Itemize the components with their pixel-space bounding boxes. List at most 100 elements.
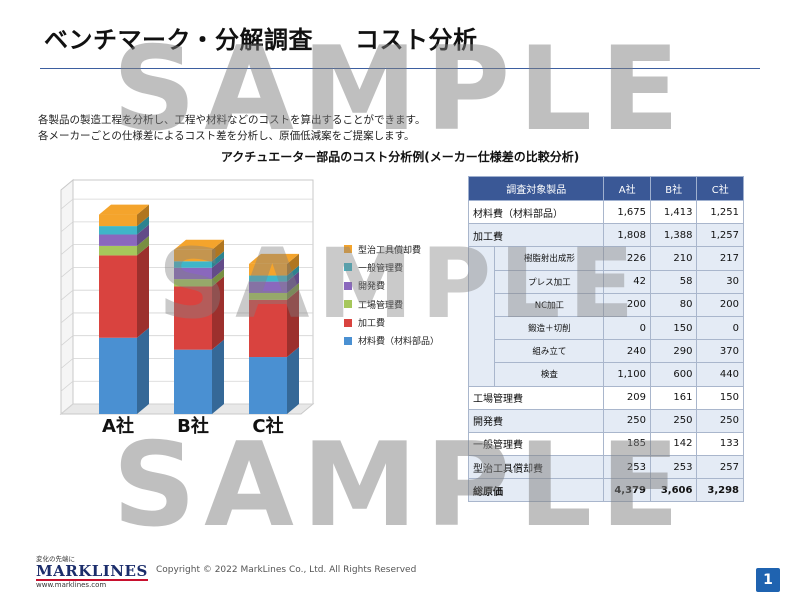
- bar-segment-front: [99, 337, 137, 414]
- legend-item: 工場管理費: [344, 295, 439, 313]
- table-cell: 200: [696, 292, 744, 317]
- table-cell: 250: [603, 408, 651, 433]
- bar-segment-front: [174, 249, 212, 262]
- table-row-label: 樹脂射出成形: [494, 246, 605, 271]
- bar-segment-front: [99, 214, 137, 227]
- table-cell: 250: [649, 408, 698, 433]
- bar-segment-front: [99, 255, 137, 338]
- table-row-label: NC加工: [494, 292, 605, 317]
- table-row: NC加工 200 80 200: [469, 292, 744, 317]
- table-row: 加工費 1,808 1,388 1,257: [467, 223, 744, 248]
- bar-segment-front: [249, 357, 287, 414]
- table-cell: 161: [649, 385, 698, 410]
- table-cell: 1,808: [603, 223, 651, 248]
- legend-item: 型治工具償却費: [344, 240, 439, 258]
- table-cell: 253: [603, 455, 651, 480]
- table-cell: 80: [649, 292, 698, 317]
- table-cell: 226: [603, 246, 651, 271]
- bar-segment-side: [137, 235, 149, 256]
- bar-segment-front: [249, 299, 287, 358]
- legend-label: 加工費: [358, 319, 386, 330]
- bar-segment-side: [212, 276, 224, 350]
- table-row-label: 一般管理費: [467, 431, 605, 457]
- table-row-label: 材料費（材料部品）: [467, 199, 605, 225]
- table-row-label: プレス加工: [494, 269, 605, 294]
- bar-segment-front: [249, 263, 287, 276]
- table-cell: 1,388: [649, 223, 698, 248]
- description-line: 各メーカーごとの仕様差によるコスト差を分析し、原価低減案をご提案します。: [38, 130, 415, 142]
- bar-segment-side: [287, 282, 299, 300]
- stacked-bar-chart: A社 B社 C社: [59, 178, 315, 437]
- table-cell: 1,251: [696, 199, 744, 225]
- logo-name: MARKLINES: [36, 562, 148, 581]
- table-cell: 200: [603, 292, 651, 317]
- bar-segment-front: [174, 349, 212, 414]
- legend-swatch: [344, 300, 352, 309]
- bar-segment-front: [99, 245, 137, 256]
- bar-segment-front: [174, 279, 212, 287]
- legend-swatch: [344, 263, 352, 272]
- table-cell: 133: [696, 431, 744, 457]
- table-cell: 3,606: [649, 478, 698, 503]
- header-c: C社: [696, 176, 744, 201]
- header-a: A社: [603, 176, 651, 201]
- table-row: 材料費（材料部品） 1,675 1,413 1,251: [467, 199, 744, 225]
- bar-segment-front: [249, 281, 287, 293]
- table-cell: 0: [696, 315, 744, 341]
- chart-heading: アクチュエーター部品のコスト分析例(メーカー仕様差の比較分析): [220, 150, 580, 164]
- table-cell: 370: [696, 339, 744, 364]
- bar-segment-side: [212, 257, 224, 280]
- table-row-label: 開発費: [467, 408, 605, 433]
- bar-segment-side: [137, 245, 149, 338]
- bar-segment-front: [174, 286, 212, 350]
- table-row-label: 検査: [494, 362, 605, 387]
- table-row: 組み立て 240 290 370: [469, 339, 744, 364]
- gridline: [60, 289, 313, 301]
- bar-segment-front: [249, 275, 287, 282]
- table-cell: 240: [603, 339, 651, 364]
- table-cell: 150: [649, 315, 698, 341]
- table-header-row: 調査対象製品 A社 B社 C社: [467, 176, 744, 201]
- marklines-logo: 変化の先端に MARKLINES www.marklines.com: [36, 553, 148, 589]
- legend-label: 材料費（材料部品）: [358, 337, 440, 348]
- gridline: [60, 312, 313, 324]
- gridline: [60, 380, 313, 392]
- copyright: Copyright © 2022 MarkLines Co., Ltd. All…: [156, 565, 417, 575]
- logo-url: www.marklines.com: [36, 581, 107, 589]
- table-row: 型治工具償却費 253 253 257: [467, 455, 744, 480]
- table-row: 総原価 4,379 3,606 3,298: [467, 478, 744, 503]
- table-row: 開発費 250 250 250: [467, 408, 744, 433]
- table-cell: 185: [603, 431, 651, 457]
- legend-item: 材料費（材料部品）: [344, 332, 439, 350]
- table-cell: 3,298: [696, 478, 744, 503]
- table-cell: 210: [649, 246, 698, 271]
- table-row-label: 加工費: [467, 223, 605, 248]
- table-row-label: 総原価: [467, 478, 605, 503]
- table-cell: 150: [696, 385, 744, 410]
- table-cell: 290: [649, 339, 698, 364]
- table-cell: 1,257: [696, 223, 744, 248]
- gridline: [60, 198, 313, 210]
- header-product: 調査対象製品: [467, 176, 605, 201]
- bar-segment-front: [174, 261, 212, 268]
- bar-segment-side: [287, 265, 299, 282]
- category-label: C社: [252, 415, 283, 437]
- legend-item: 加工費: [344, 314, 439, 332]
- legend-item: 開発費: [344, 277, 439, 295]
- description-line: 各製品の製造工程を分析し、工程や材料などのコストを算出することができます。: [38, 114, 426, 126]
- legend-swatch: [344, 336, 352, 345]
- table-row-label: 鍛造＋切削: [494, 315, 605, 341]
- gridline: [60, 221, 313, 233]
- category-label: A社: [102, 415, 134, 437]
- legend-label: 開発費: [358, 282, 386, 293]
- page-title: ベンチマーク・分解調査 コスト分析: [44, 20, 478, 55]
- table-cell: 42: [603, 269, 651, 294]
- bar-segment-side: [287, 253, 299, 276]
- chart-side-wall: [60, 178, 74, 416]
- table-cell: 142: [649, 431, 698, 457]
- table-indent-cell: [467, 246, 496, 387]
- bar-top: [249, 253, 299, 264]
- gridline: [60, 267, 313, 278]
- legend-swatch: [344, 318, 352, 327]
- table-cell: 217: [696, 246, 744, 271]
